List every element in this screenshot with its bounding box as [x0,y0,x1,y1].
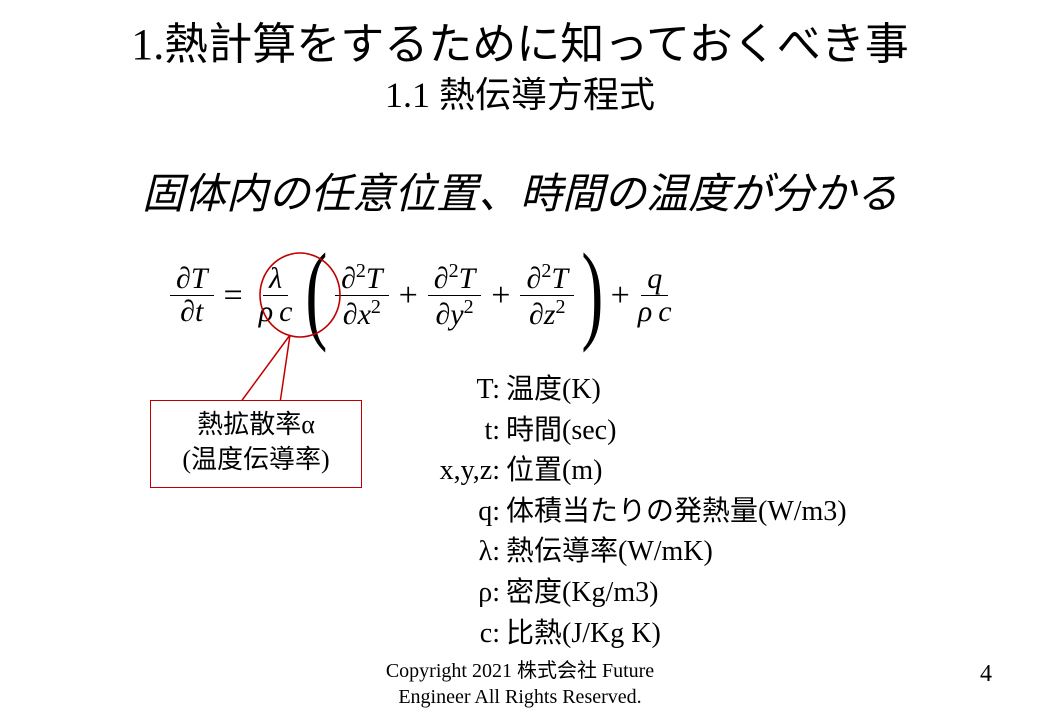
legend-row-xyz: x,y,z:位置(m) [420,451,847,492]
partial: ∂ [526,262,541,295]
legend-sym: x,y,z: [420,451,506,492]
rho: ρ [259,295,273,328]
legend-desc: 密度(Kg/m3) [506,577,658,608]
rho2: ρ [638,295,652,328]
partial: ∂ [434,262,449,295]
q-num: q [647,262,662,295]
legend-desc: 体積当たりの発熱量(W/m3) [506,496,847,527]
legend-sym: ρ: [420,573,506,614]
legend-desc: 比熱(J/Kg K) [506,618,661,649]
legend-row-T: T:温度(K) [420,370,847,411]
plus-3: + [611,277,632,315]
callout-line2: (温度伝導率) [151,442,361,477]
partial: ∂ [341,262,356,295]
T: T [551,262,568,295]
d2T-dy2: ∂2T ∂y2 [428,260,482,331]
d2T-dx2: ∂2T ∂x2 [335,260,389,331]
legend-sym: λ: [420,532,506,573]
legend-row-q: q:体積当たりの発熱量(W/m3) [420,492,847,533]
footer-line1: Copyright 2021 株式会社 Future [0,658,1040,684]
symbol-legend: T:温度(K) t:時間(sec) x,y,z:位置(m) q:体積当たりの発熱… [420,370,847,654]
legend-row-c: c:比熱(J/Kg K) [420,614,847,655]
slide-subtitle: 1.1 熱伝導方程式 [0,66,1040,118]
legend-sym: t: [420,411,506,452]
legend-sym: q: [420,492,506,533]
dT-den: ∂t [180,295,203,328]
slide: 1.熱計算をするために知っておくべき事 1.1 熱伝導方程式 固体内の任意位置、… [0,0,1040,720]
sq: 2 [464,296,474,318]
footer-line2: Engineer All Rights Reserved. [0,684,1040,710]
c2: c [658,295,671,328]
dT-num: ∂T [176,262,208,295]
legend-row-rho: ρ:密度(Kg/m3) [420,573,847,614]
sq: 2 [371,296,381,318]
legend-row-t: t:時間(sec) [420,411,847,452]
T: T [459,262,476,295]
T: T [366,262,383,295]
right-paren: ) [581,252,603,332]
page-number: 4 [980,661,992,688]
d2T-dz2: ∂2T ∂z2 [520,260,574,331]
plus-2: + [481,277,520,315]
left-paren: ( [306,252,328,332]
sup2: 2 [449,260,459,282]
dx: ∂x [343,298,371,331]
legend-row-lambda: λ:熱伝導率(W/mK) [420,532,847,573]
legend-sym: c: [420,614,506,655]
legend-desc: 時間(sec) [506,415,616,446]
plus-1: + [389,277,428,315]
equals-sign: = [214,277,253,315]
lambda-over-rhoc: λ ρc [253,263,299,328]
lambda-num: λ [269,262,282,295]
slide-title: 1.熱計算をするために知っておくべき事 [0,8,1040,72]
callout-box: 熱拡散率α (温度伝導率) [150,400,362,488]
legend-desc: 熱伝導率(W/mK) [506,536,713,567]
callout-line1: 熱拡散率α [151,407,361,442]
intro-line: 固体内の任意位置、時間の温度が分かる [0,160,1040,221]
sq: 2 [555,296,565,318]
footer: Copyright 2021 株式会社 Future Engineer All … [0,658,1040,710]
dz: ∂z [529,298,556,331]
sup2: 2 [356,260,366,282]
dT-dt-fraction: ∂T ∂t [170,263,214,328]
legend-sym: T: [420,370,506,411]
c: c [279,295,292,328]
heat-equation: ∂T ∂t = λ ρc ( ∂2T ∂x2 + ∂2T ∂y2 + [170,238,890,353]
legend-desc: 位置(m) [506,455,602,486]
q-over-rhoc: q ρc [632,263,678,328]
dy: ∂y [435,298,463,331]
legend-desc: 温度(K) [506,374,601,405]
sup2: 2 [541,260,551,282]
